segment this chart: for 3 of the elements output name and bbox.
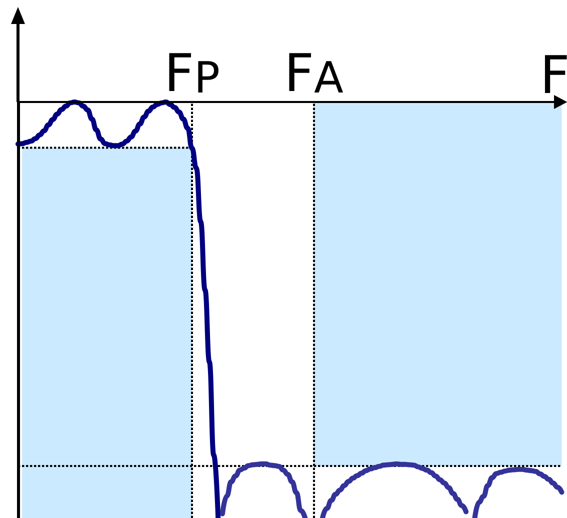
x-tick-label: FA xyxy=(284,44,344,104)
x-tick-label: FP xyxy=(164,44,220,104)
x-axis-title: F xyxy=(540,46,567,106)
